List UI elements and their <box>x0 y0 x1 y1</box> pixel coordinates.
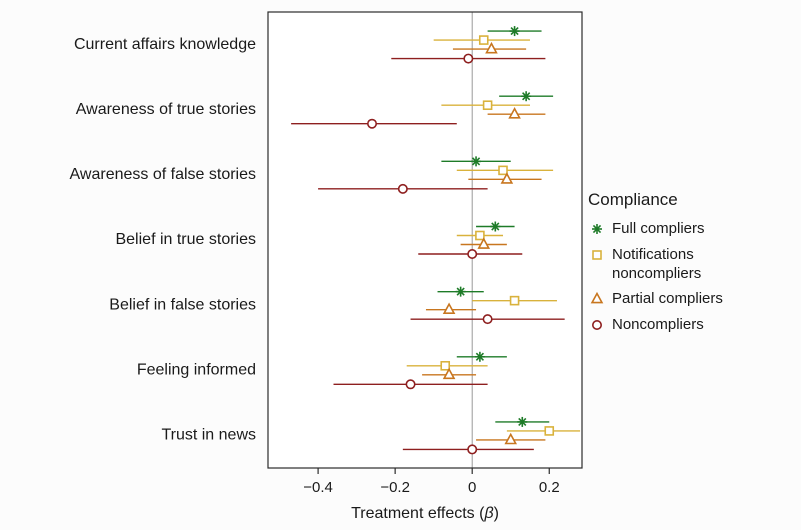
circle-marker <box>405 379 416 390</box>
legend-label: Notifications noncompliers <box>612 245 702 282</box>
legend-label: Noncompliers <box>612 316 704 333</box>
x-tick-label: −0.2 <box>380 479 410 496</box>
legend-entries: Full compliers Notifications noncompliers… <box>588 220 798 335</box>
y-axis-label: Belief in false stories <box>109 296 256 313</box>
asterisk-legend-icon <box>592 224 602 234</box>
square-marker <box>509 295 520 306</box>
square-marker <box>498 165 508 176</box>
x-axis-title: Treatment effects (β) <box>351 505 499 522</box>
asterisk-marker <box>490 221 501 232</box>
asterisk-marker <box>471 156 482 167</box>
circle-marker <box>467 444 478 455</box>
legend-label: Partial compliers <box>612 290 723 308</box>
legend: Compliance Full compliers Notifications n… <box>588 190 798 342</box>
square-marker <box>544 426 555 436</box>
y-axis-label: Trust in news <box>161 427 256 444</box>
square-marker <box>440 360 451 371</box>
asterisk-marker <box>455 286 466 297</box>
asterisk-marker <box>592 224 602 234</box>
y-axis-label: Awareness of false stories <box>70 166 256 183</box>
plot-panel <box>268 12 582 468</box>
triangle-marker <box>500 172 514 184</box>
x-tick-label: 0 <box>468 479 476 496</box>
legend-entry: Noncompliers <box>588 316 798 335</box>
triangle-legend-icon <box>590 292 604 304</box>
square-marker <box>592 249 602 260</box>
circle-marker <box>592 320 602 330</box>
triangle-marker <box>590 292 604 304</box>
y-axis-label: Awareness of true stories <box>76 101 256 118</box>
legend-entry: Partial compliers <box>588 290 798 309</box>
legend-entry: Notifications noncompliers <box>588 246 798 284</box>
triangle-marker <box>485 41 498 54</box>
circle-marker <box>397 183 408 194</box>
square-legend-icon <box>592 249 602 260</box>
circle-marker <box>367 118 378 129</box>
asterisk-marker <box>521 91 532 102</box>
circle-marker <box>482 314 493 325</box>
circle-marker <box>467 249 478 260</box>
y-axis-label: Feeling informed <box>137 362 256 379</box>
circle-marker <box>463 53 474 64</box>
triangle-marker <box>442 302 456 315</box>
square-marker <box>482 100 493 111</box>
triangle-marker <box>442 367 456 380</box>
y-axis-label: Belief in true stories <box>115 231 256 248</box>
x-tick-label: 0.2 <box>539 479 560 496</box>
plot-border <box>267 11 583 469</box>
triangle-marker <box>508 107 521 119</box>
asterisk-marker <box>474 351 485 362</box>
square-marker <box>478 35 489 45</box>
legend-title: Compliance <box>588 190 678 209</box>
triangle-marker <box>477 237 491 249</box>
triangle-marker <box>504 432 518 445</box>
x-tick-label: −0.4 <box>303 479 333 496</box>
square-marker <box>475 230 485 241</box>
legend-label: Full compliers <box>612 220 705 237</box>
circle-legend-icon <box>592 320 602 330</box>
asterisk-marker <box>509 26 520 37</box>
legend-entry: Full compliers <box>588 220 798 239</box>
asterisk-marker <box>517 416 528 427</box>
y-axis-label: Current affairs knowledge <box>74 36 256 53</box>
